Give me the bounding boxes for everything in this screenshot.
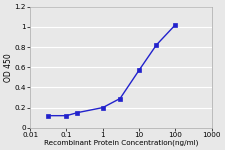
- Y-axis label: OD 450: OD 450: [4, 53, 13, 82]
- X-axis label: Recombinant Protein Concentration(ng/ml): Recombinant Protein Concentration(ng/ml): [44, 139, 198, 146]
